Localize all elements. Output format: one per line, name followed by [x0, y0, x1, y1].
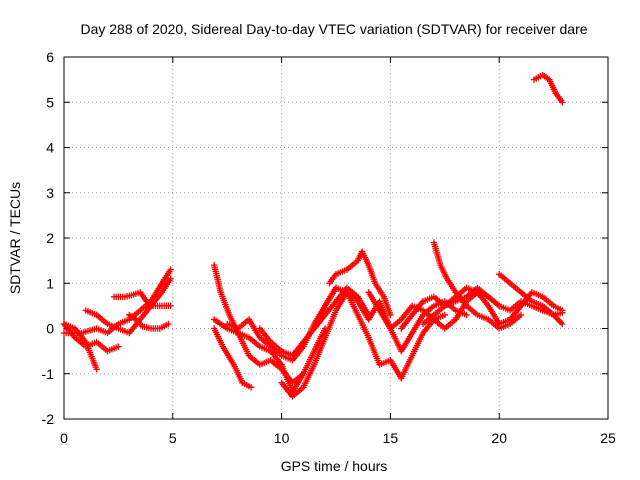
series-track-5: [110, 289, 174, 310]
x-tick-label: 5: [169, 430, 177, 446]
data-point: [517, 311, 525, 319]
series-track-15: [365, 289, 566, 332]
series-track-20: [530, 71, 566, 106]
y-tick-label: 2: [46, 230, 54, 246]
y-tick-label: -2: [42, 411, 55, 427]
y-tick-label: -1: [42, 366, 55, 382]
series-track-8: [210, 325, 255, 391]
y-tick-label: 3: [46, 185, 54, 201]
series-track-6: [126, 311, 172, 332]
y-tick-label: 4: [46, 140, 54, 156]
data-point: [167, 302, 174, 310]
data-point: [496, 302, 503, 310]
y-axis-label: SDTVAR / TECUs: [7, 182, 23, 294]
data-point: [167, 275, 174, 282]
grid-lines: [64, 57, 608, 419]
data-point: [463, 311, 470, 319]
series-track-14: [326, 248, 394, 319]
data-point: [387, 311, 394, 319]
data-point: [441, 311, 448, 319]
x-axis-label: GPS time / hours: [281, 458, 388, 474]
series-track-13: [311, 284, 448, 382]
series-track-18: [419, 284, 503, 328]
series-track-9: [210, 316, 329, 396]
data-point: [556, 317, 563, 325]
y-tick-label: 0: [46, 321, 54, 337]
series-track-4: [82, 275, 174, 337]
x-tick-label: 20: [491, 430, 507, 446]
data-point: [559, 320, 566, 328]
data-point: [93, 366, 100, 373]
series-track-19: [496, 271, 566, 328]
data-point: [559, 99, 566, 106]
data-point: [559, 307, 566, 314]
data-point: [115, 343, 122, 350]
y-tick-label: 1: [46, 275, 54, 291]
data-point: [167, 266, 174, 273]
data-point: [247, 384, 255, 391]
axis-ticks: 0 5 10 15 20 25 -2 -1 0 1 2 3 4 5 6: [42, 49, 616, 446]
chart-title: Day 288 of 2020, Sidereal Day-to-day VTE…: [80, 21, 587, 37]
data-point: [553, 314, 560, 322]
x-tick-label: 0: [60, 430, 68, 446]
data-point: [165, 320, 172, 328]
x-tick-label: 15: [383, 430, 399, 446]
y-tick-label: 5: [46, 94, 54, 110]
x-tick-label: 25: [600, 430, 616, 446]
x-tick-label: 10: [274, 430, 290, 446]
y-tick-label: 6: [46, 49, 54, 65]
data-points: [60, 71, 566, 400]
data-point: [557, 319, 565, 326]
